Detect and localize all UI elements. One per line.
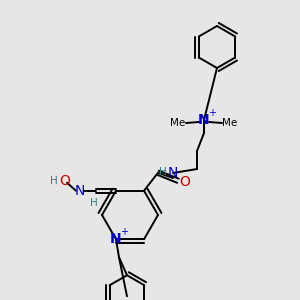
Text: N: N <box>75 184 85 198</box>
Text: O: O <box>60 174 70 188</box>
Text: Me: Me <box>170 118 186 128</box>
Text: H: H <box>90 198 98 208</box>
Text: +: + <box>120 227 128 237</box>
Text: H: H <box>50 176 58 186</box>
Text: H: H <box>159 167 167 177</box>
Text: O: O <box>180 175 190 189</box>
Text: N: N <box>168 166 178 180</box>
Text: N: N <box>110 232 122 246</box>
Text: N: N <box>198 113 210 127</box>
Text: +: + <box>208 108 216 118</box>
Text: Me: Me <box>222 118 238 128</box>
